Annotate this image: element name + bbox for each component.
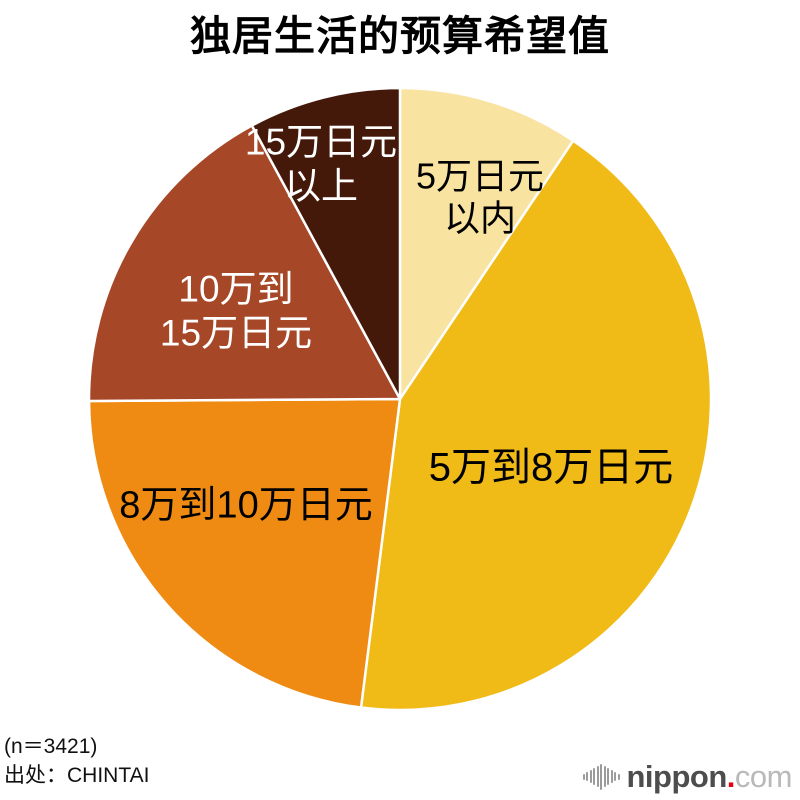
- soundwave-icon: [582, 762, 620, 792]
- pie-slice-2: [87, 397, 402, 709]
- soundwave-bar: [593, 768, 595, 785]
- logo-wordmark: nippon.com: [627, 761, 793, 792]
- logo-dot: .: [726, 759, 736, 794]
- soundwave-bar: [614, 772, 616, 781]
- pie-slice-3: [87, 124, 402, 403]
- sample-size-note: (n＝3421): [4, 735, 98, 758]
- soundwave-bar: [610, 770, 613, 783]
- nippon-logo: nippon.com: [582, 761, 793, 792]
- soundwave-bar: [596, 766, 599, 787]
- pie-slice-1: [359, 139, 713, 712]
- soundwave-bar: [589, 770, 592, 783]
- pie-slice-4: [250, 86, 402, 401]
- chart-title: 独居生活的预算希望值: [190, 13, 610, 59]
- soundwave-bar: [617, 773, 620, 780]
- soundwave-bar: [582, 773, 585, 780]
- logo-name: nippon: [626, 759, 728, 794]
- soundwave-bar: [600, 763, 602, 790]
- source-note: 出处：CHINTAI: [4, 764, 150, 787]
- pie-slice-0: [398, 86, 575, 401]
- soundwave-bar: [607, 768, 609, 785]
- soundwave-bar: [603, 766, 606, 787]
- logo-tld: com: [734, 759, 793, 794]
- soundwave-bar: [586, 772, 588, 781]
